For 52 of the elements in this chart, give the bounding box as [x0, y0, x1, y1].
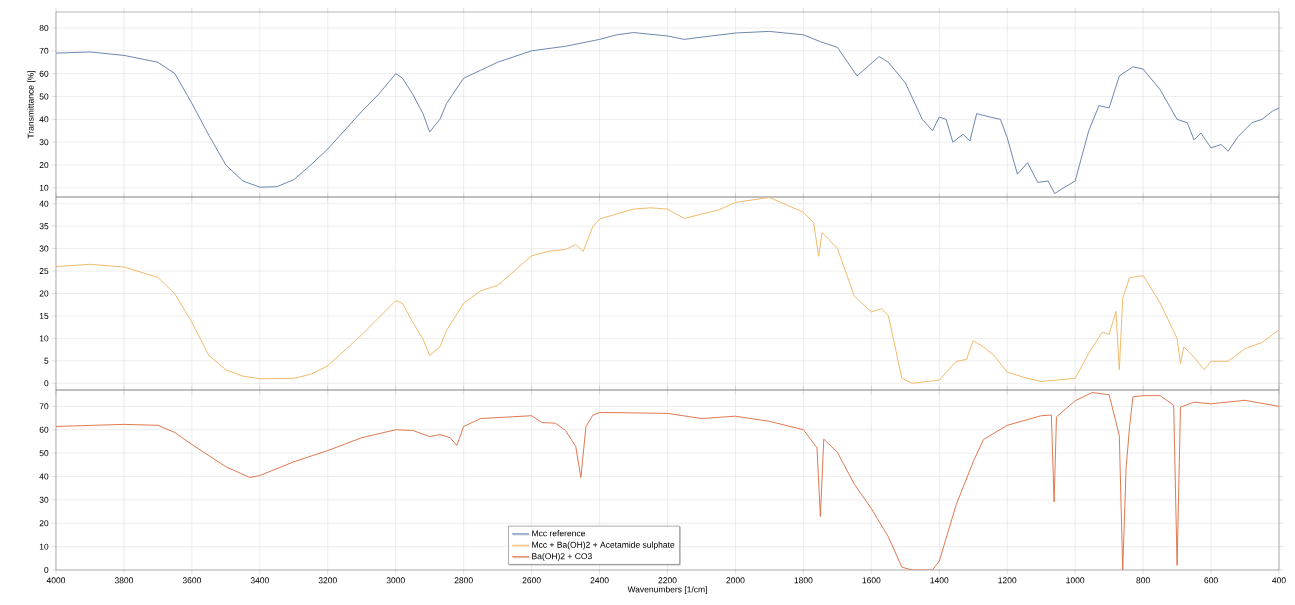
y-tick-label: 40	[39, 116, 49, 123]
x-tick-label: 1200	[998, 577, 1017, 584]
line-series	[55, 197, 1279, 384]
y-tick-label: 20	[39, 162, 49, 169]
x-tick-label: 3800	[114, 577, 134, 584]
x-tick-label: 600	[1204, 577, 1218, 584]
y-tick-label: 10	[39, 335, 49, 342]
y-tick-label: 10	[39, 543, 49, 550]
y-tick-label: 35	[39, 223, 49, 230]
y-tick-label: 0	[44, 567, 49, 574]
y-tick-label: 30	[39, 245, 49, 252]
x-tick-label: 2800	[454, 577, 473, 584]
x-tick-label: 3600	[182, 577, 201, 584]
y-tick-label: 50	[39, 450, 49, 457]
x-tick-label: 1400	[930, 577, 949, 584]
x-tick-label: 1600	[862, 577, 881, 584]
y-tick-label: 40	[39, 473, 49, 480]
x-tick-label: 1000	[1066, 577, 1085, 584]
y-tick-label: 50	[39, 93, 49, 100]
x-tick-label: 3200	[318, 577, 337, 584]
line-series	[55, 30, 1279, 195]
legend-label: Ba(OH)2 + CO3	[532, 552, 592, 561]
x-tick-label: 400	[1272, 577, 1286, 584]
y-tick-label: 0	[44, 380, 49, 387]
text: Mcc + Ba(OH)2 + Acetamide sulphate	[532, 541, 675, 550]
y-tick-label: 70	[39, 403, 49, 410]
y-tick-label: 30	[39, 139, 49, 146]
x-tick-label: 800	[1136, 577, 1150, 584]
y-tick-label: 80	[39, 24, 49, 31]
y-tick-label: 20	[39, 520, 49, 527]
y-tick-label: 60	[39, 426, 49, 433]
x-tick-label: 3000	[386, 577, 405, 584]
x-tick-label: 2600	[522, 577, 541, 584]
x-tick-label: 4000	[46, 577, 66, 584]
x-tick-label: 1800	[794, 577, 813, 584]
y-tick-label: 25	[39, 268, 49, 275]
y-axis-title: Transmittance [%]	[27, 71, 36, 139]
x-tick-label: 2200	[658, 577, 677, 584]
x-tick-label: 2400	[590, 577, 609, 584]
text: Mcc reference	[532, 530, 585, 537]
x-tick-label: 2000	[726, 577, 745, 584]
x-axis-title: Wavenumbers [1/cm]	[627, 586, 707, 595]
y-tick-label: 30	[39, 496, 49, 503]
y-tick-label: 10	[39, 184, 49, 191]
line-series	[55, 392, 1279, 571]
y-tick-label: 20	[39, 290, 49, 297]
y-tick-label: 60	[39, 70, 49, 77]
y-tick-label: 70	[39, 47, 49, 54]
y-tick-label: 5	[44, 357, 49, 364]
x-tick-label: 3400	[250, 577, 269, 584]
y-tick-label: 15	[39, 312, 49, 319]
y-tick-label: 40	[39, 200, 49, 207]
